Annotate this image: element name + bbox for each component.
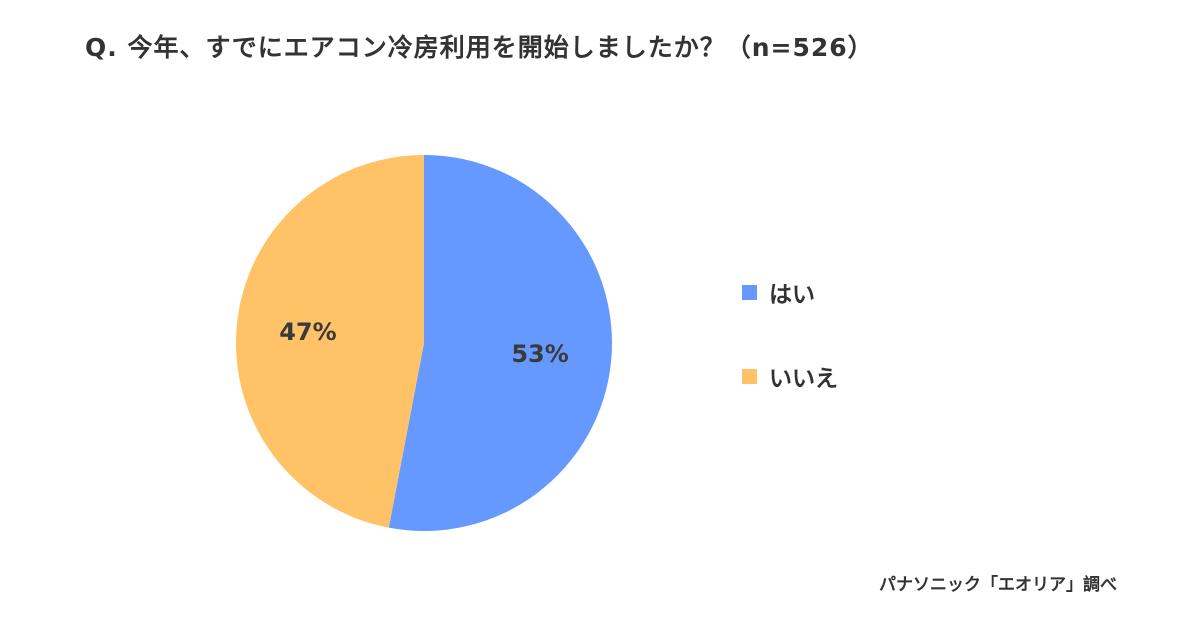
legend-item-yes: はい (742, 272, 838, 312)
legend-label-no: いいえ (769, 366, 838, 392)
data-label-yes: 53% (511, 340, 568, 368)
legend-swatch-yes (742, 284, 757, 300)
legend-swatch-no (742, 368, 757, 384)
data-label-no: 47% (279, 318, 336, 346)
pie-data-labels: 53% 47% (279, 318, 569, 368)
pie-slices (236, 155, 613, 532)
legend-label-yes: はい (769, 282, 815, 308)
chart-legend: はい いいえ (742, 272, 838, 440)
source-note: パナソニック「エオリア」調べ (879, 575, 1117, 595)
chart-title: Q. 今年、すでにエアコン冷房利用を開始しましたか？（n=526） (85, 33, 874, 62)
pie-slice-yes (388, 155, 613, 532)
legend-item-no: いいえ (742, 356, 838, 396)
pie-slice-no (236, 155, 424, 528)
